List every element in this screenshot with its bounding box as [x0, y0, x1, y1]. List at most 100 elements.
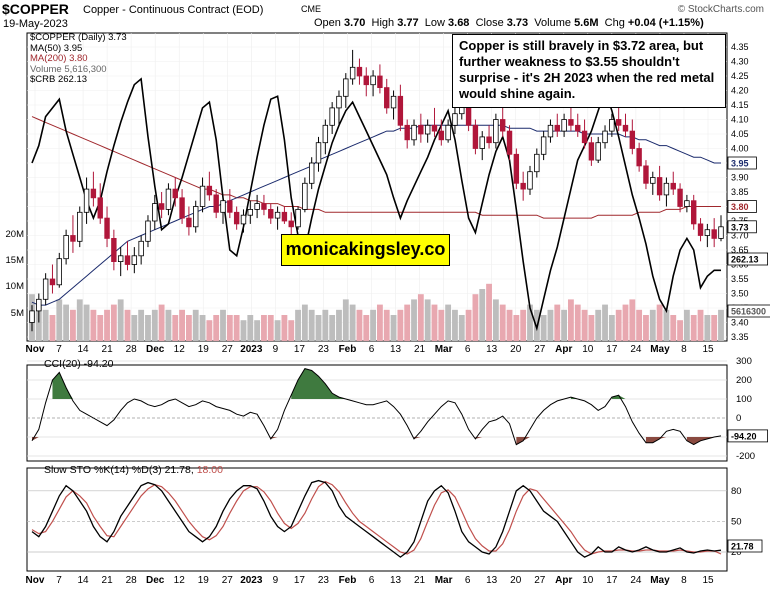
cci-oversold-fill	[270, 437, 278, 439]
volume-bar	[711, 315, 718, 341]
x-tick-label: Mar	[435, 344, 453, 355]
candle-body	[336, 95, 342, 109]
candle-body	[479, 136, 485, 149]
x-tick-label-bottom: 13	[486, 575, 498, 586]
x-tick-label: 24	[630, 344, 642, 355]
crb-line	[31, 77, 721, 332]
x-tick-label-bottom: 9	[273, 575, 279, 586]
volume-bar	[424, 299, 431, 341]
volume-bar	[233, 315, 240, 341]
ticker-symbol: $COPPER	[2, 1, 69, 17]
volume-bar	[42, 309, 49, 341]
candle-body	[643, 165, 649, 184]
x-tick-label-bottom: Dec	[146, 575, 165, 586]
open-label: Open	[314, 17, 341, 29]
x-tick-label: 12	[174, 344, 186, 355]
candle-body	[418, 124, 424, 135]
x-tick-label: 21	[102, 344, 114, 355]
x-tick-label: Dec	[146, 344, 165, 355]
volume-bar	[70, 309, 76, 341]
candle-body	[568, 119, 574, 126]
volume-bar	[581, 309, 588, 341]
volume-bar	[301, 304, 308, 341]
volume-bar	[608, 315, 615, 341]
volume-bar	[192, 309, 199, 341]
candle-body	[561, 119, 567, 132]
candle-body	[663, 182, 670, 196]
candle-body	[691, 200, 697, 225]
volume-bar	[151, 309, 158, 341]
volume-bar	[138, 309, 145, 341]
legend-copper: $COPPER (Daily) 3.73	[30, 32, 127, 43]
sto-k-line	[31, 479, 722, 558]
price-axis-label: 3.35	[731, 332, 749, 342]
volume-bar	[527, 304, 533, 341]
volume-bar	[513, 315, 520, 341]
price-legend: $COPPER (Daily) 3.73 MA(50) 3.95 MA(200)…	[30, 32, 127, 86]
volume-bar	[97, 315, 104, 341]
cci-axis-label: -200	[736, 451, 755, 462]
volume-bar	[697, 309, 704, 341]
high-label: High	[371, 17, 395, 29]
high-value: 3.77	[397, 17, 419, 29]
volume-bar	[315, 315, 322, 341]
price-axis-label: 4.30	[731, 57, 749, 67]
candle-body	[29, 310, 35, 323]
candle-body	[56, 258, 62, 286]
ma200-tag: 3.80	[731, 202, 749, 212]
volume-bar	[588, 315, 595, 341]
x-tick-label: 23	[318, 344, 330, 355]
sto-axis-label: 80	[731, 486, 742, 497]
x-tick-label: Nov	[26, 344, 45, 355]
volume-tag-box	[727, 304, 770, 318]
candle-body	[718, 226, 724, 239]
analyst-annotation: Copper is still bravely in $3.72 area, b…	[452, 34, 726, 108]
volume-bar	[145, 315, 151, 341]
candle-body	[227, 200, 233, 213]
low-label: Low	[424, 17, 445, 29]
volume-bar	[452, 309, 458, 341]
x-tick-label-bottom: 17	[606, 575, 618, 586]
volume-bar	[499, 304, 506, 341]
volume-bar	[158, 304, 165, 341]
sto-legend-k: Slow STO %K(14) %D(3) 21.78,	[44, 464, 194, 476]
volume-bar	[397, 309, 404, 341]
volume-bar	[568, 299, 574, 341]
x-tick-label-bottom: 24	[630, 575, 642, 586]
volume-bar	[308, 309, 315, 341]
candle-body	[404, 124, 410, 141]
x-tick-label-bottom: 7	[56, 575, 62, 586]
candle-body	[247, 208, 253, 216]
volume-bar	[465, 309, 472, 341]
candle-body	[104, 217, 110, 239]
x-tick-label-bottom: Nov	[26, 575, 45, 586]
sto-legend: Slow STO %K(14) %D(3) 21.78, 18.00	[44, 464, 223, 476]
volume-bar	[90, 309, 97, 341]
volume-bar	[220, 309, 226, 341]
ohlc-readout: Open 3.70 High 3.77 Low 3.68 Close 3.73 …	[314, 17, 704, 29]
volume-bar	[124, 309, 131, 341]
candle-body	[302, 182, 308, 210]
candle-body	[206, 185, 213, 196]
cci-tag-box	[727, 429, 768, 443]
candle-body	[411, 124, 417, 141]
x-tick-label-bottom: Feb	[339, 575, 357, 586]
volume-bar	[595, 309, 602, 341]
candle-body	[677, 188, 683, 207]
cci-oversold-fill	[475, 437, 483, 439]
sto-legend-d: 18.00	[196, 464, 223, 476]
close-value: 3.73	[506, 17, 529, 29]
volume-bar	[206, 320, 213, 341]
volume-bar	[574, 304, 581, 341]
x-tick-label-bottom: Apr	[555, 575, 572, 586]
chart-date: 19-May-2023	[3, 18, 68, 30]
candle-body	[97, 197, 103, 219]
price-axis-label: 3.90	[731, 173, 749, 183]
price-axis-label: 3.65	[731, 245, 749, 255]
volume-bar	[677, 320, 683, 341]
x-tick-label: 13	[390, 344, 402, 355]
volume-bar	[704, 315, 711, 341]
volume-bar	[322, 309, 329, 341]
volume-bar	[390, 315, 397, 341]
candle-body	[431, 124, 438, 132]
